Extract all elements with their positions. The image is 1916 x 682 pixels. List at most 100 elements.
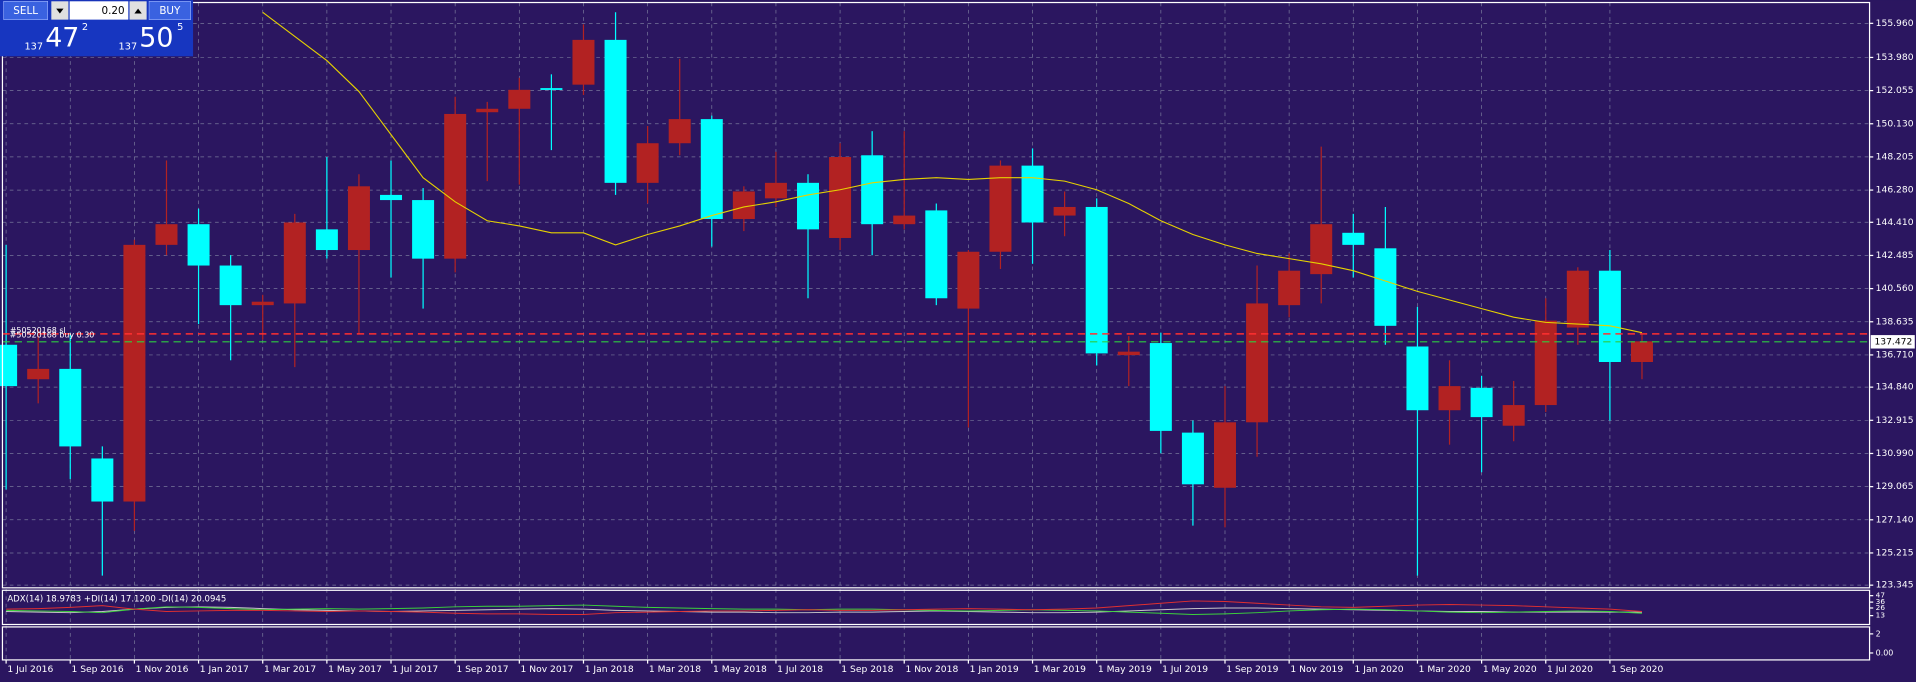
candle-body [1502,405,1525,426]
y-tick-label: 123.345 [1876,580,1914,591]
candle-body [1278,270,1301,306]
bid-sup: 2 [82,22,88,33]
x-tick-label: 1 Jan 2017 [200,664,249,675]
y-tick-label: 152.055 [1876,85,1914,96]
y-tick-label: 140.560 [1876,283,1914,294]
candle-body [251,301,274,306]
bid-big: 137 [24,42,43,53]
sub-tick-label: 2 [1876,629,1881,638]
sub-tick-label: 0.00 [1876,648,1894,657]
candle-body [1598,270,1621,362]
x-tick-label: 1 Mar 2020 [1419,664,1471,675]
candle-body [1021,165,1044,223]
lot-value[interactable]: 0.20 [102,5,125,17]
x-tick-label: 1 Mar 2018 [649,664,701,675]
x-tick-label: 1 May 2017 [328,664,382,675]
candle-body [1053,206,1076,216]
y-tick-label: 136.710 [1876,349,1914,360]
price-tag-label: 137.472 [1874,336,1912,347]
price-tag [1870,335,1915,349]
candle-body [1406,346,1429,411]
x-tick-label: 1 Nov 2018 [905,664,958,675]
x-tick-label: 1 Sep 2017 [456,664,508,675]
x-tick-label: 1 Jul 2016 [7,664,53,675]
candle-body [1342,232,1365,245]
y-tick-label: 144.410 [1876,217,1914,228]
candle-body [412,200,435,259]
candle-body [668,119,691,144]
sell-button[interactable] [3,0,48,20]
y-tick-label: 129.065 [1876,481,1914,492]
y-tick-label: 150.130 [1876,118,1914,129]
x-tick-label: 1 Jan 2019 [970,664,1019,675]
candle-body [1534,320,1557,406]
y-tick-label: 148.205 [1876,151,1914,162]
y-tick-label: 146.280 [1876,185,1914,196]
indicator-label: ADX(14) 18.9783 +DI(14) 17.1200 -DI(14) … [7,594,226,604]
candle-body [444,113,467,259]
x-tick-label: 1 Jul 2017 [392,664,438,675]
plot: #50520168 sl#50520168 buy 0.30 [0,2,1870,660]
candle-body [1181,432,1204,485]
x-tick-label: 1 May 2018 [713,664,767,675]
candle-body [476,108,499,113]
candle-body [283,222,306,304]
indicator-frame [1,589,1871,626]
candle-body [123,244,146,502]
y-tick-label: 125.215 [1876,547,1914,558]
candle-body [91,458,114,502]
moving-average [262,11,1643,334]
candle-body [1438,386,1461,411]
candle-body [1374,248,1397,326]
x-tick-label: 1 Nov 2017 [521,664,574,675]
y-tick-label: 130.990 [1876,448,1914,459]
candle-body [636,143,659,183]
candle-body [925,210,948,299]
candle-body [0,344,18,387]
candle-body [1149,343,1172,431]
down-arrow [56,8,64,14]
order-label: #50520168 buy 0.30 [10,331,95,340]
candle-body [315,229,338,251]
candle-body [1246,303,1269,423]
candle-body [797,182,820,230]
indicator-tick-label: 47 [1876,591,1886,600]
buy-button[interactable] [148,0,191,20]
x-tick-label: 1 Jan 2018 [585,664,634,675]
ask-sup: 5 [177,22,183,33]
candle-body [219,265,242,306]
y-tick-label: 127.140 [1876,514,1914,525]
sub-frame [1,626,1871,661]
candle-body [508,89,531,109]
lot-input[interactable] [69,1,129,20]
candle-body [604,39,627,183]
y-tick-label: 155.960 [1876,18,1914,29]
trade-panel: SELL 0.20 BUY 137 47 2 137 50 5 [0,0,194,57]
candle-body [1213,422,1236,488]
buy-label[interactable]: BUY [159,5,181,17]
bid-mid: 47 [45,23,79,54]
indicator-tick-label: 13 [1876,611,1886,620]
candle-body [893,215,916,225]
candle-body [1117,351,1140,356]
sell-label[interactable]: SELL [13,5,38,17]
indicator-line [6,600,1643,615]
x-tick-label: 1 Jan 2020 [1355,664,1404,675]
candle-body [59,368,82,447]
ask-mid: 50 [139,23,173,54]
y-tick-label: 132.915 [1876,415,1914,426]
x-tick-label: 1 Jul 2018 [777,664,823,675]
indicator-line [6,604,1643,615]
candle-body [989,165,1012,252]
candle-body [1470,387,1493,418]
candle-body [1566,270,1589,328]
candle-body [380,194,403,201]
candle-body [540,88,563,90]
x-tick-label: 1 Mar 2017 [264,664,316,675]
candle-body [155,224,178,245]
x-tick-label: 1 Sep 2019 [1226,664,1278,675]
main-frame [1,1,1871,589]
x-tick-label: 1 Mar 2019 [1034,664,1086,675]
